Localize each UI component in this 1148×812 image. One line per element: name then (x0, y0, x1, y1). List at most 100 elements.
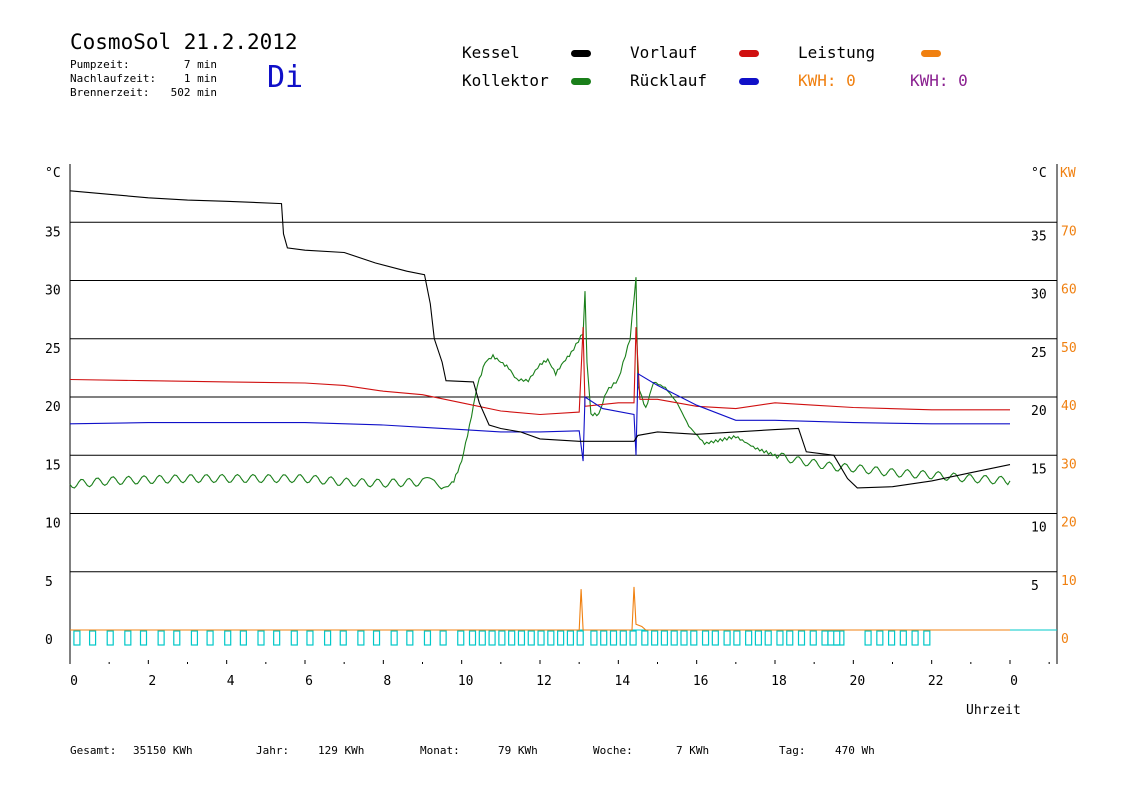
y-tick-label-left: 15 (45, 458, 61, 473)
footer-woche-value: 7 KWh (676, 744, 710, 757)
pump-pulse (809, 630, 817, 646)
pump-pulse (876, 630, 884, 646)
pump-pulse (224, 630, 232, 646)
y-tick-label-right: 30 (1031, 288, 1047, 303)
info-row-brennerzeit: Brennerzeit: 502 min (70, 86, 217, 99)
pump-pulse (797, 630, 806, 646)
footer-monat-value: 79 KWh (498, 744, 538, 757)
pump-pulse (619, 630, 627, 646)
pump-pulse (457, 630, 465, 646)
y-tick-label-left: 30 (45, 284, 61, 299)
y-tick-label-power: 20 (1061, 516, 1077, 531)
x-tick-label: 14 (615, 674, 631, 689)
pump-pulse (323, 630, 332, 646)
x-tick-label: 22 (928, 674, 944, 689)
y-tick-label-power: 60 (1061, 283, 1077, 298)
pump-pulse (206, 630, 214, 646)
y-tick-label-left: 35 (45, 225, 61, 240)
x-axis-label: Uhrzeit (966, 703, 1021, 718)
pump-pulse (488, 630, 496, 646)
pump-pulse (690, 630, 698, 646)
pump-pulse (786, 630, 794, 646)
y-tick-label-power: 10 (1061, 574, 1077, 589)
info-row-pumpzeit: Pumpzeit: 7 min (70, 58, 217, 71)
pump-pulse (833, 630, 841, 646)
legend-ruecklauf-swatch (739, 78, 759, 85)
pump-pulse (190, 630, 199, 646)
y-axis-unit-right: °C (1031, 166, 1047, 181)
pump-pulse (508, 630, 516, 646)
pump-pulse (139, 630, 148, 646)
y-tick-label-right: 20 (1031, 404, 1047, 419)
pump-pulse (468, 630, 477, 646)
pump-pulse (701, 630, 710, 646)
x-tick-label: 12 (536, 674, 552, 689)
legend-kessel-swatch (571, 50, 591, 57)
pump-pulse (911, 630, 919, 646)
pump-pulse (439, 630, 447, 646)
legend-kwh-orange: KWH: 0 (798, 71, 856, 90)
y-axis-unit-power: KW (1060, 166, 1076, 181)
pump-pulse (106, 630, 114, 646)
pump-pulse (372, 630, 381, 646)
pump-pulse (527, 630, 535, 646)
y-tick-label-power: 50 (1061, 341, 1077, 356)
pump-pulse (88, 630, 97, 646)
legend-ruecklauf-label: Rücklauf (630, 71, 708, 90)
footer-monat-label: Monat: (420, 744, 460, 757)
y-tick-label-right: 15 (1031, 462, 1047, 477)
pump-pulse (629, 630, 637, 646)
pump-pulse (680, 630, 688, 646)
legend-leistung-swatch (921, 50, 941, 57)
y-tick-label-left: 20 (45, 400, 61, 415)
y-axis-unit-left: °C (45, 166, 61, 181)
legend-kessel-label: Kessel (462, 43, 520, 62)
y-tick-label-left: 5 (45, 575, 53, 590)
pump-pulse (651, 630, 659, 646)
info-label: Pumpzeit: (70, 58, 130, 71)
x-tick-label: 0 (1010, 674, 1018, 689)
pump-pulse (754, 630, 763, 646)
pump-pulse (537, 630, 545, 646)
pump-pulse (776, 630, 784, 646)
legend-vorlauf-swatch (739, 50, 759, 57)
x-tick-label: 16 (693, 674, 709, 689)
series-line-kollektor (69, 277, 1011, 490)
pump-pulse (157, 630, 165, 646)
series-line-leistung (70, 586, 1010, 631)
y-tick-label-left: 25 (45, 342, 61, 357)
pump-pulse (306, 630, 314, 646)
pump-pulse (899, 630, 907, 646)
y-tick-label-right: 25 (1031, 346, 1047, 361)
pump-pulse (339, 630, 347, 646)
series-line-ruecklauf (69, 372, 1010, 462)
pump-pulse (821, 630, 829, 646)
pump-pulse (660, 630, 669, 646)
x-tick-label: 6 (305, 674, 313, 689)
pump-pulse (600, 630, 608, 646)
pump-pulse (923, 630, 931, 646)
footer-gesamt-label: Gesamt: (70, 744, 117, 757)
x-tick-label: 4 (227, 674, 235, 689)
x-tick-label: 2 (148, 674, 156, 689)
pump-pulse (670, 630, 678, 646)
y-tick-label-right: 10 (1031, 521, 1047, 536)
pump-pulse (273, 630, 281, 646)
info-row-nachlaufzeit: Nachlaufzeit: 1 min (70, 72, 217, 85)
pump-pulse (641, 630, 649, 646)
pump-pulse (764, 630, 772, 646)
footer-jahr-value: 129 KWh (318, 744, 365, 757)
footer-woche-label: Woche: (593, 744, 633, 757)
y-tick-label-power: 30 (1061, 457, 1077, 472)
legend-vorlauf-label: Vorlauf (630, 43, 698, 62)
pump-pulse (406, 630, 414, 646)
pump-pulse (864, 630, 872, 646)
x-tick-label: 18 (771, 674, 787, 689)
x-tick-label: 8 (383, 674, 391, 689)
page-title: CosmoSol 21.2.2012 (70, 30, 298, 54)
legend-kwh-purple: KWH: 0 (910, 71, 968, 90)
pump-pulse (723, 630, 731, 646)
footer-gesamt-value: 35150 KWh (133, 744, 193, 757)
pump-pulse (576, 630, 584, 646)
pump-pulse (745, 630, 753, 646)
